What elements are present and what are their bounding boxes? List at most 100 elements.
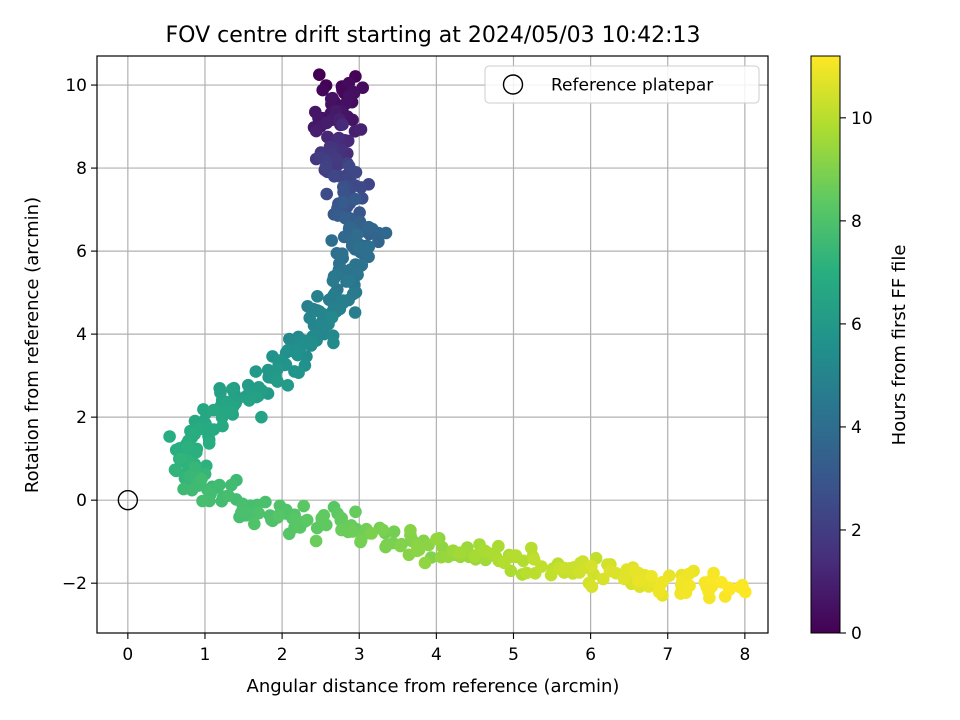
- data-points: [163, 68, 752, 605]
- data-point: [410, 539, 424, 552]
- colorbar-tick-label: 10: [851, 109, 873, 129]
- data-point: [181, 440, 195, 454]
- data-point: [349, 166, 363, 179]
- data-point: [327, 336, 340, 350]
- data-point: [259, 495, 272, 509]
- colorbar-gradient: [810, 55, 841, 634]
- legend-label: Reference platepar: [551, 76, 713, 96]
- chart-title: FOV centre drift starting at 2024/05/03 …: [166, 23, 701, 48]
- data-point: [468, 550, 481, 563]
- data-point: [309, 124, 323, 138]
- data-point: [335, 247, 349, 260]
- data-point: [376, 523, 390, 537]
- legend-marker-open-circle: [502, 74, 524, 95]
- legend-box: [484, 65, 760, 104]
- data-point: [585, 580, 599, 593]
- data-point: [222, 489, 235, 503]
- data-point: [202, 437, 216, 450]
- data-point: [327, 289, 340, 303]
- data-point: [628, 565, 642, 578]
- data-point: [163, 430, 176, 443]
- data-point: [453, 547, 467, 560]
- y-tick-label: 8: [76, 159, 87, 179]
- data-point: [337, 185, 350, 199]
- x-tick-label: 0: [122, 645, 133, 665]
- data-point: [297, 499, 311, 513]
- x-tick-label: 7: [662, 645, 673, 665]
- data-point: [387, 525, 401, 538]
- y-axis-ticks: −2 0 2 4 6 8 10: [62, 76, 97, 594]
- data-point: [585, 559, 598, 573]
- data-point: [309, 534, 323, 548]
- data-point: [404, 524, 417, 537]
- data-point: [311, 290, 324, 303]
- data-point: [235, 506, 248, 519]
- y-tick-label: 10: [65, 76, 87, 96]
- data-point: [362, 240, 376, 254]
- x-tick-label: 2: [277, 645, 288, 665]
- data-point: [348, 306, 362, 319]
- data-point: [271, 375, 284, 388]
- data-point: [346, 113, 359, 127]
- data-point: [645, 570, 658, 583]
- data-point: [248, 517, 261, 531]
- data-point: [216, 419, 229, 433]
- data-point: [503, 550, 517, 564]
- y-tick-label: 2: [76, 408, 87, 428]
- data-point: [326, 274, 340, 288]
- x-tick-label: 3: [354, 645, 365, 665]
- data-point: [656, 575, 669, 589]
- data-point: [350, 228, 364, 241]
- data-point: [255, 410, 268, 424]
- data-point: [332, 131, 346, 145]
- data-point: [535, 560, 548, 573]
- data-point: [252, 506, 265, 520]
- data-point: [336, 118, 349, 131]
- data-point: [362, 250, 375, 264]
- data-point: [379, 226, 393, 240]
- data-point: [346, 525, 360, 538]
- data-point: [249, 365, 263, 378]
- data-point: [418, 556, 432, 570]
- data-point: [336, 195, 350, 209]
- colorbar-tick-label: 4: [851, 418, 862, 438]
- data-point: [320, 518, 333, 532]
- colorbar: 0 2 4 6 8 10 Hours from first FF file: [810, 55, 910, 644]
- data-point: [372, 235, 385, 249]
- data-point: [272, 508, 286, 522]
- data-point: [174, 452, 188, 466]
- data-point: [349, 505, 362, 519]
- data-point: [430, 532, 443, 546]
- data-point: [722, 581, 736, 595]
- data-point: [652, 585, 666, 599]
- data-point: [354, 534, 368, 547]
- data-point: [313, 68, 326, 81]
- reference-platepar-marker: [117, 489, 139, 511]
- data-point: [366, 222, 379, 236]
- colorbar-ticks: 0 2 4 6 8 10: [840, 109, 873, 644]
- data-point: [169, 464, 183, 478]
- data-point: [213, 478, 226, 492]
- plot-frame: [96, 55, 769, 634]
- y-axis-label: Rotation from reference (arcmin): [22, 197, 43, 493]
- data-point: [327, 170, 341, 183]
- data-point: [281, 379, 295, 392]
- data-point: [679, 586, 693, 599]
- colorbar-tick-label: 8: [851, 212, 862, 232]
- reference-marker: [117, 489, 139, 511]
- data-point: [291, 348, 304, 362]
- data-point: [739, 585, 752, 599]
- data-point: [394, 539, 407, 553]
- data-point: [185, 483, 199, 497]
- data-point: [300, 513, 314, 527]
- data-point: [320, 116, 334, 130]
- y-tick-label: 0: [76, 491, 87, 511]
- x-axis-ticks: 0 1 2 3 4 5 6 7 8: [122, 633, 750, 665]
- data-point: [317, 509, 331, 522]
- data-point: [325, 311, 339, 324]
- colorbar-label: Hours from first FF file: [889, 245, 910, 446]
- data-point: [632, 574, 645, 588]
- data-point: [242, 394, 256, 407]
- data-point: [195, 472, 208, 486]
- data-point: [196, 494, 209, 508]
